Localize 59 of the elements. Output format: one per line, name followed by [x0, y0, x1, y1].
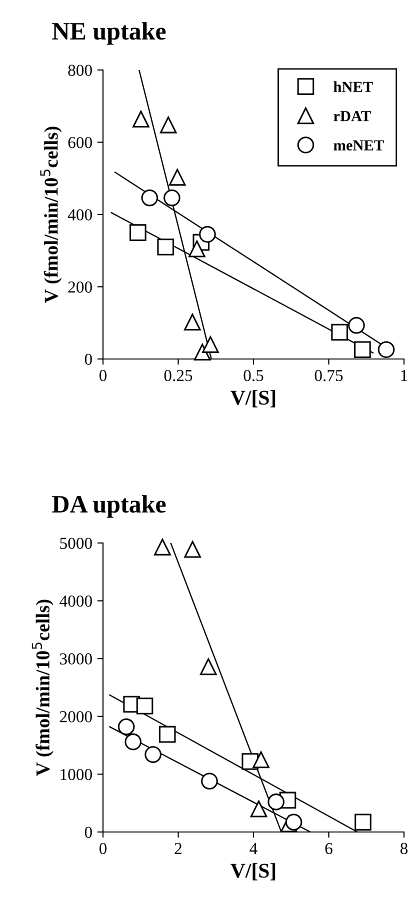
point	[160, 116, 177, 134]
x-tick-label: 4	[250, 843, 258, 854]
point	[184, 540, 201, 558]
legend-label: hNET	[334, 81, 373, 92]
chart-title: DA uptake	[52, 495, 166, 518]
point	[331, 324, 348, 341]
y-tick-label: 0	[84, 354, 92, 365]
point	[158, 726, 176, 743]
point	[157, 238, 174, 256]
point	[354, 341, 371, 358]
point	[252, 751, 270, 768]
y-tick-label: 0	[84, 826, 92, 838]
point	[378, 341, 395, 358]
point	[250, 800, 268, 818]
y-tick-label: 800	[68, 64, 92, 76]
point	[199, 226, 216, 243]
point	[348, 317, 365, 334]
point	[124, 733, 142, 750]
point	[154, 538, 171, 556]
point	[201, 772, 218, 790]
y-tick-label: 2000	[60, 711, 92, 722]
point	[200, 658, 217, 676]
point	[268, 794, 284, 810]
y-tick-label: 4000	[60, 596, 92, 607]
y-tick-label: 3000	[60, 653, 92, 665]
y-tick-label: 1000	[60, 768, 92, 780]
x-tick-label: 0	[99, 842, 107, 854]
x-tick-label: 0	[99, 370, 107, 382]
point	[184, 314, 201, 331]
point	[168, 168, 186, 186]
x-tick-label: 0.5	[244, 370, 264, 382]
y-tick-label: 5000	[60, 538, 92, 549]
x-tick-label: 0.25	[164, 370, 192, 382]
point	[132, 110, 150, 128]
point	[354, 814, 372, 831]
x-axis-title: V/[S]	[230, 863, 276, 880]
x-tick-label: 2	[174, 842, 182, 854]
legend-label: meNET	[334, 140, 384, 150]
y-tick-label: 200	[68, 281, 92, 293]
point	[130, 224, 146, 241]
legend-label: rDAT	[334, 111, 371, 122]
point	[136, 698, 154, 714]
x-tick-label: 8	[400, 842, 408, 854]
y-axis-title: V (fmol/min/10$^{5}$cells)	[40, 126, 62, 303]
y-tick-label: 400	[68, 209, 92, 220]
x-tick-label: 0.75	[314, 370, 343, 382]
chart-title: NE uptake	[52, 22, 166, 45]
y-axis-title: V (fmol/min/10$^{5}$cells)	[32, 600, 54, 776]
x-tick-label: 1	[401, 370, 408, 381]
point	[202, 336, 219, 353]
point	[141, 189, 158, 206]
point	[144, 746, 162, 763]
point	[188, 240, 206, 258]
point	[285, 814, 302, 831]
x-tick-label: 6	[325, 842, 332, 854]
point	[164, 189, 180, 206]
point	[118, 718, 135, 736]
y-tick-label: 600	[68, 136, 92, 148]
x-axis-title: V/[S]	[230, 390, 276, 408]
